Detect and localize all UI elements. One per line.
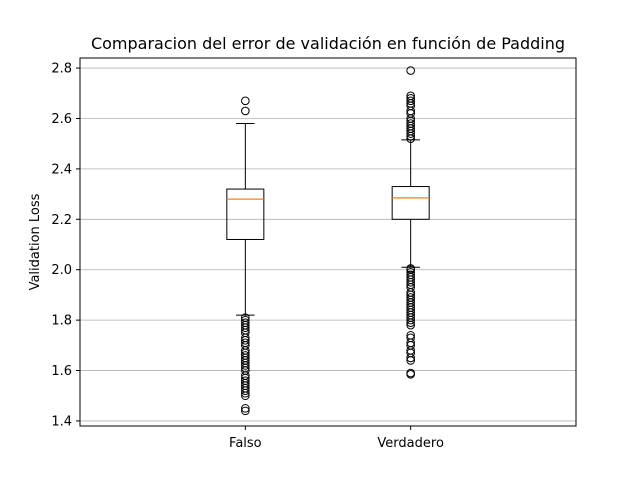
outlier-point [241, 404, 250, 413]
axis-ticks: 1.4 1.6 1.8 2.0 2.2 2.4 2.6 2.8 Falso Verdadero [51, 62, 444, 451]
outlier-point [406, 278, 415, 287]
box-group-verdadero [391, 66, 430, 379]
x-tick-label: Verdadero [377, 436, 444, 451]
outlier-point [241, 336, 250, 345]
outlier-point [241, 323, 250, 332]
y-tick-label: 2.8 [51, 62, 72, 77]
y-tick-label: 1.8 [51, 314, 72, 329]
outlier-point [406, 353, 415, 363]
outlier-point [406, 134, 415, 143]
outlier-point [406, 131, 415, 141]
outlier-point [406, 129, 415, 138]
outlier-point [241, 391, 250, 401]
outlier-point [406, 320, 415, 330]
outlier-point [241, 406, 250, 416]
y-tick-label: 2.6 [51, 112, 72, 127]
outlier-point [241, 388, 250, 398]
chart-title: Comparacion del error de validación en f… [91, 34, 565, 53]
y-gridlines [80, 67, 576, 422]
y-tick-label: 2.2 [51, 213, 72, 228]
outlier-point [406, 318, 415, 327]
iqr-box [391, 186, 430, 220]
outlier-point [241, 106, 250, 116]
y-tick-label: 2.0 [51, 263, 72, 278]
y-tick-label: 1.4 [51, 414, 72, 429]
y-tick-label: 2.4 [51, 162, 72, 177]
y-axis-label: Validation Loss [28, 193, 43, 290]
outlier-point [241, 96, 250, 106]
outlier-point [241, 386, 250, 396]
y-tick-label: 1.6 [51, 364, 72, 379]
outlier-point [406, 370, 415, 379]
iqr-box [226, 188, 265, 240]
plot-frame [79, 57, 577, 427]
outlier-point [406, 66, 415, 75]
x-tick-label: Falso [229, 436, 262, 451]
boxes [226, 66, 430, 416]
box-group-falso [226, 96, 265, 416]
outlier-point [406, 356, 415, 365]
outlier-point [406, 315, 415, 325]
outlier-point [241, 361, 250, 370]
outlier-point [406, 96, 415, 106]
